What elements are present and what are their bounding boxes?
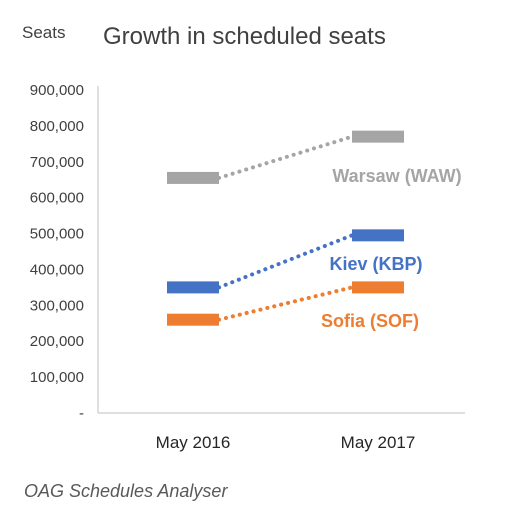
series-warsaw: Warsaw (WAW) — [167, 130, 462, 186]
y-tick-label: 400,000 — [30, 261, 84, 278]
series-marker — [352, 130, 404, 143]
y-tick-label: - — [79, 405, 84, 422]
series-kiev: Kiev (KBP) — [167, 229, 423, 294]
x-category-label: May 2017 — [341, 433, 416, 452]
source-note: OAG Schedules Analyser — [24, 481, 228, 501]
series-marker — [352, 281, 404, 294]
y-tick-label: 300,000 — [30, 297, 84, 314]
series-marker — [167, 281, 219, 294]
y-tick-label: 600,000 — [30, 190, 84, 207]
y-axis-unit-label: Seats — [22, 23, 65, 42]
series-marker — [167, 171, 219, 184]
series-sofia: Sofia (SOF) — [167, 281, 419, 331]
chart-title: Growth in scheduled seats — [103, 23, 386, 50]
series-label: Kiev (KBP) — [329, 254, 422, 274]
series-label: Warsaw (WAW) — [332, 166, 461, 186]
series-connector-line — [217, 285, 354, 322]
y-tick-label: 800,000 — [30, 118, 84, 135]
series-connector-line — [217, 134, 354, 180]
x-axis: May 2016 May 2017 — [98, 412, 465, 452]
y-tick-label: 700,000 — [30, 154, 84, 171]
series-layer: Warsaw (WAW) Kiev (KBP) Sofia (SOF) — [167, 130, 462, 331]
y-axis: - 100,000 200,000 300,000 400,000 500,000 600,… — [30, 82, 99, 422]
y-tick-label: 200,000 — [30, 333, 84, 350]
x-category-label: May 2016 — [156, 433, 231, 452]
series-label: Sofia (SOF) — [321, 311, 419, 331]
series-marker — [167, 313, 219, 326]
y-tick-label: 500,000 — [30, 226, 84, 243]
series-connector-line — [217, 233, 354, 290]
series-marker — [352, 229, 404, 242]
y-tick-label: 100,000 — [30, 369, 84, 386]
y-tick-label: 900,000 — [30, 82, 84, 99]
